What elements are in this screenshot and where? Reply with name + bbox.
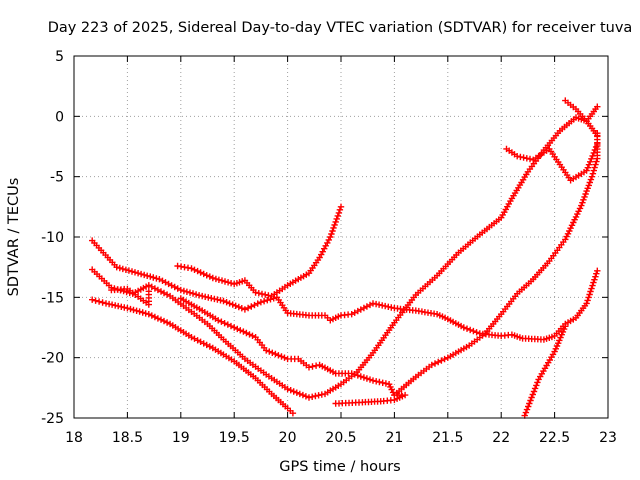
y-axis-label: SDTVAR / TECUs — [6, 178, 22, 297]
data-series-track-7 — [391, 130, 601, 399]
series-markers — [562, 97, 601, 125]
x-tick-label: 18.5 — [112, 430, 143, 446]
x-tick-label: 20.5 — [325, 430, 356, 446]
axis-ticks: 18 18.5 19 19.5 20 20.5 21 21.5 22 22.5 23 5 0 -5 -10 -… — [41, 49, 617, 446]
x-tick-label: 19.5 — [219, 430, 250, 446]
y-tick-label: 0 — [55, 109, 64, 125]
data-series-track-5 — [174, 203, 345, 300]
plot-series — [89, 97, 601, 419]
y-tick-label: 5 — [55, 49, 64, 65]
series-markers — [89, 237, 601, 343]
data-series-track-3 — [89, 237, 601, 343]
x-tick-label: 19 — [172, 430, 190, 446]
data-series-track-9 — [562, 97, 601, 125]
series-markers — [177, 295, 409, 407]
series-markers — [521, 323, 569, 419]
series-markers — [391, 130, 601, 399]
chart-title: Day 223 of 2025, Sidereal Day-to-day VTE… — [48, 20, 633, 36]
y-tick-label: -20 — [41, 351, 64, 367]
data-series-track-6 — [177, 295, 409, 407]
series-markers — [108, 285, 152, 308]
y-tick-label: -15 — [41, 290, 64, 306]
series-markers — [174, 203, 345, 300]
x-tick-label: 22.5 — [539, 430, 570, 446]
x-tick-label: 22 — [492, 430, 510, 446]
series-markers — [503, 140, 601, 184]
grid-lines — [74, 56, 608, 418]
x-tick-label: 20 — [279, 430, 297, 446]
data-series-track-10 — [521, 323, 569, 419]
x-axis-label: GPS time / hours — [279, 459, 400, 475]
y-tick-label: -5 — [50, 170, 64, 186]
data-series-track-8 — [503, 140, 601, 184]
x-tick-label: 18 — [65, 430, 83, 446]
x-tick-label: 23 — [599, 430, 617, 446]
data-series-track-1 — [89, 296, 297, 417]
series-markers — [89, 296, 297, 417]
x-tick-label: 21.5 — [432, 430, 463, 446]
y-tick-label: -25 — [41, 411, 64, 427]
x-tick-label: 21 — [385, 430, 403, 446]
y-tick-label: -10 — [41, 230, 64, 246]
data-series-track-4 — [108, 285, 152, 308]
